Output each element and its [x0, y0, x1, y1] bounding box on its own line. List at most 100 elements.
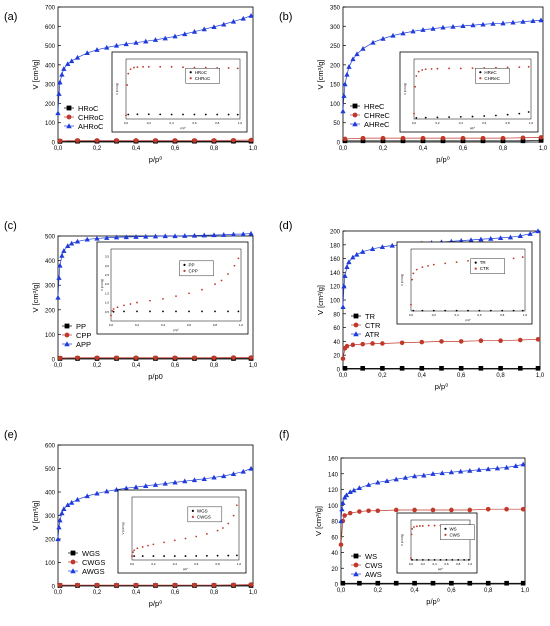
data-point	[485, 580, 491, 586]
inset-data-point	[127, 113, 130, 116]
data-point	[458, 366, 464, 371]
data-point	[357, 580, 362, 586]
data-point	[517, 233, 523, 238]
data-point	[467, 467, 473, 473]
data-point	[123, 485, 129, 491]
data-point	[104, 44, 110, 50]
data-point	[343, 492, 350, 498]
y-tick-label: 200	[45, 102, 56, 108]
inset-data-point	[227, 113, 230, 116]
x-tick-label: 0,6	[459, 146, 468, 152]
data-point	[344, 71, 350, 77]
inset-y-axis-label: V [cm³/g]	[400, 534, 404, 546]
data-point	[421, 472, 427, 478]
data-point	[389, 242, 395, 248]
series-cwgs	[57, 582, 254, 588]
data-point	[498, 366, 503, 371]
data-point	[56, 275, 62, 280]
data-point	[390, 32, 396, 38]
x-tick-label: 0,4	[419, 146, 428, 152]
inset-data-point	[163, 541, 166, 544]
series-cpp	[57, 355, 254, 361]
inset-y-tick-label: 1,0	[105, 301, 110, 305]
inset-data-point	[173, 555, 176, 557]
inset-data-point	[136, 310, 138, 313]
data-point	[133, 40, 139, 45]
inset-x-tick-label: 0,2	[147, 121, 152, 125]
data-point	[520, 19, 526, 24]
data-point	[211, 24, 217, 29]
inset-data-point	[495, 114, 497, 117]
y-axis-label: V [cm³/g]	[31, 282, 40, 312]
data-point	[59, 253, 65, 258]
inset-x-tick-label: 0,6	[477, 313, 482, 317]
inset-x-tick-label: 0,8	[213, 323, 218, 327]
y-tick-label: 300	[45, 514, 56, 520]
data-point	[510, 19, 516, 25]
inset-data-point	[204, 113, 207, 116]
series-chroc	[57, 137, 254, 144]
data-point	[153, 355, 158, 361]
data-point	[114, 582, 119, 588]
inset-data-point	[410, 533, 413, 536]
data-point	[104, 488, 110, 494]
panel-label: (a)	[4, 11, 17, 23]
data-point	[84, 236, 90, 242]
inset-x-axis-label: p/p⁰	[183, 567, 189, 571]
data-point	[65, 243, 71, 248]
inset-data-point	[418, 525, 421, 527]
inset-data-point	[421, 558, 424, 561]
inset-data-point	[506, 113, 509, 116]
series-ahroc	[55, 13, 254, 116]
inset-data-point	[227, 522, 230, 525]
inset-data-point	[415, 268, 418, 271]
inset-data-point	[417, 70, 420, 73]
inset-x-tick-label: 0,4	[455, 313, 460, 317]
data-point	[360, 135, 366, 141]
data-point	[535, 228, 541, 234]
inset-data-point	[467, 259, 469, 262]
chart-panel-f: (f) 0 20 40 60 80 100 120 140 160 0,0 0,2 0,4 0,6 0,8 1…	[275, 418, 550, 626]
inset-x-tick-label: 0,2	[135, 323, 140, 327]
data-point	[360, 366, 365, 371]
x-tick-label: 0,4	[410, 588, 419, 594]
data-point	[57, 262, 63, 268]
data-point	[123, 234, 129, 240]
inset-data-point	[216, 529, 219, 532]
data-point	[133, 355, 139, 361]
inset-frame	[117, 489, 247, 574]
chart-svg: (c) 0 100 200 300 400 500 0,0 0,2 0,4 0,6 0,8 1,0 p/p…	[4, 220, 258, 381]
inset-data-point	[170, 113, 173, 116]
inset-legend-box	[470, 258, 505, 274]
data-point	[133, 484, 139, 490]
inset-data-point	[235, 554, 238, 557]
data-point	[211, 355, 217, 361]
inset-data-point	[471, 67, 474, 70]
data-point	[153, 138, 158, 143]
data-point	[440, 135, 446, 141]
legend-label: WGS	[82, 549, 100, 558]
inset-data-point	[416, 558, 418, 561]
y-tick-label: 40	[333, 340, 340, 346]
data-point	[420, 138, 426, 144]
inset-x-axis-label: p/p⁰	[470, 126, 476, 130]
data-point	[152, 233, 159, 239]
inset-legend-marker	[444, 533, 447, 536]
data-point	[94, 138, 100, 143]
x-tick-label: 0,8	[210, 146, 219, 152]
inset-x-tick-label: 0,8	[500, 313, 505, 317]
data-point	[240, 15, 246, 21]
data-point	[538, 138, 544, 143]
panel-label: (f)	[279, 429, 289, 441]
legend-label: CTR	[365, 321, 381, 330]
inset-plot-frame	[125, 58, 241, 120]
data-point	[172, 233, 178, 239]
inset-data-point	[448, 116, 450, 119]
legend-marker	[352, 112, 358, 118]
legend-marker	[353, 553, 359, 559]
inset-data-point	[152, 543, 155, 546]
data-point	[420, 27, 426, 32]
y-tick-label: 200	[330, 63, 341, 69]
inset-data-point	[184, 555, 187, 557]
